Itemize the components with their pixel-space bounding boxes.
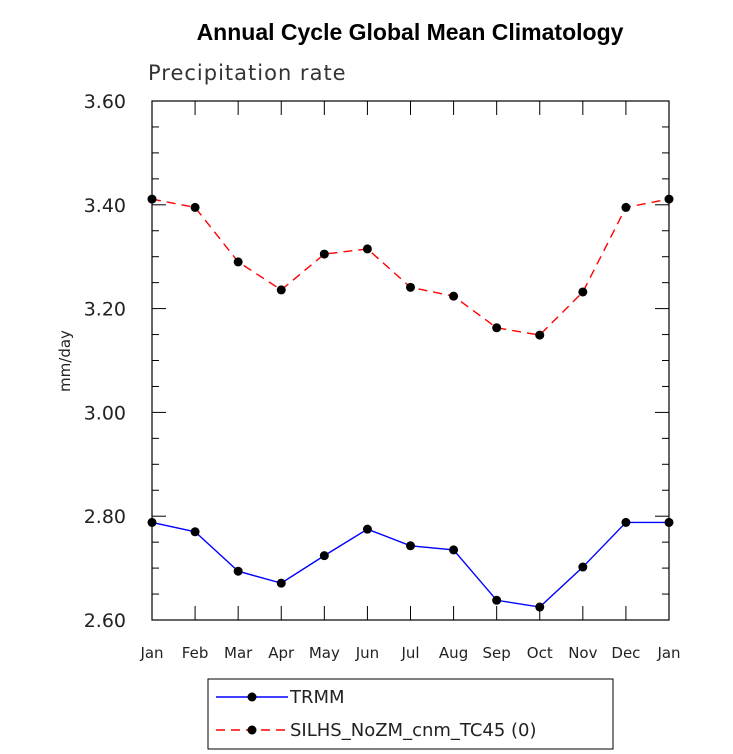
series-line-1 (151, 521, 669, 608)
series-1-point (233, 566, 243, 576)
y-tick-labels: 2.60 2.80 3.00 3.20 3.40 3.60 (84, 91, 126, 632)
x-tick-labels: Jan Feb Mar Apr May Jun Jul Aug Sep Oct Nov Dec Jan (139, 644, 680, 662)
x-tick-label: Jan (139, 644, 163, 662)
x-tick-label: Oct (527, 644, 553, 662)
legend: TRMM SILHS_NoZM_cnm_TC45 (0) (207, 678, 614, 750)
series-2-point (578, 287, 588, 297)
series-1-point (362, 524, 372, 534)
legend-box (207, 678, 614, 750)
x-tick-label: Dec (611, 644, 640, 662)
series-2-point (190, 202, 200, 212)
series-line-2 (151, 198, 670, 336)
series-1-point (147, 517, 157, 527)
y-tick-label: 2.80 (84, 506, 126, 528)
y-tick-label: 3.20 (84, 299, 126, 321)
series-2-point (535, 330, 545, 340)
x-tick-label: Aug (439, 644, 468, 662)
legend-marker-2 (247, 725, 257, 735)
series-1-point (492, 595, 502, 605)
x-tick-label: Jul (400, 644, 419, 662)
series-1-point (276, 578, 286, 588)
chart-subtitle: Precipitation rate (148, 61, 347, 85)
x-tick-label: Apr (268, 644, 295, 662)
x-tick-label: Jan (656, 644, 680, 662)
series-2-point (362, 244, 372, 254)
series-layer (147, 194, 674, 612)
series-1-point (535, 602, 545, 612)
series-1-point (319, 551, 329, 561)
series-2-point (621, 202, 631, 212)
axes (151, 100, 670, 621)
x-tick-label: Mar (224, 644, 253, 662)
y-axis-label: mm/day (56, 330, 74, 392)
x-tick-label: Sep (483, 644, 511, 662)
series-2-point (276, 285, 286, 295)
y-tick-label: 3.00 (84, 402, 126, 424)
series-1-point (664, 517, 674, 527)
series-2-point (664, 194, 674, 204)
series-2-point (492, 323, 502, 333)
legend-marker-1 (247, 692, 257, 702)
series-2-point (449, 291, 459, 301)
series-2-point (147, 194, 157, 204)
y-tick-label: 3.60 (84, 91, 126, 113)
series-1-point (449, 545, 459, 555)
x-tick-label: Feb (182, 644, 209, 662)
x-tick-label: May (309, 644, 340, 662)
series-1-point (406, 541, 415, 551)
x-tick-label: Jun (355, 644, 379, 662)
legend-label: TRMM (289, 687, 345, 708)
y-tick-label: 3.40 (84, 195, 126, 217)
series-1-point (190, 527, 200, 537)
series-1-point (621, 517, 631, 527)
series-2-point (406, 282, 415, 292)
legend-label: SILHS_NoZM_cnm_TC45 (0) (290, 720, 537, 741)
series-2-point (233, 257, 243, 267)
series-1-point (578, 562, 588, 572)
series-2-point (319, 249, 329, 259)
y-tick-label: 2.60 (84, 610, 126, 632)
x-tick-label: Nov (568, 644, 597, 662)
chart-title: Annual Cycle Global Mean Climatology (197, 19, 624, 45)
